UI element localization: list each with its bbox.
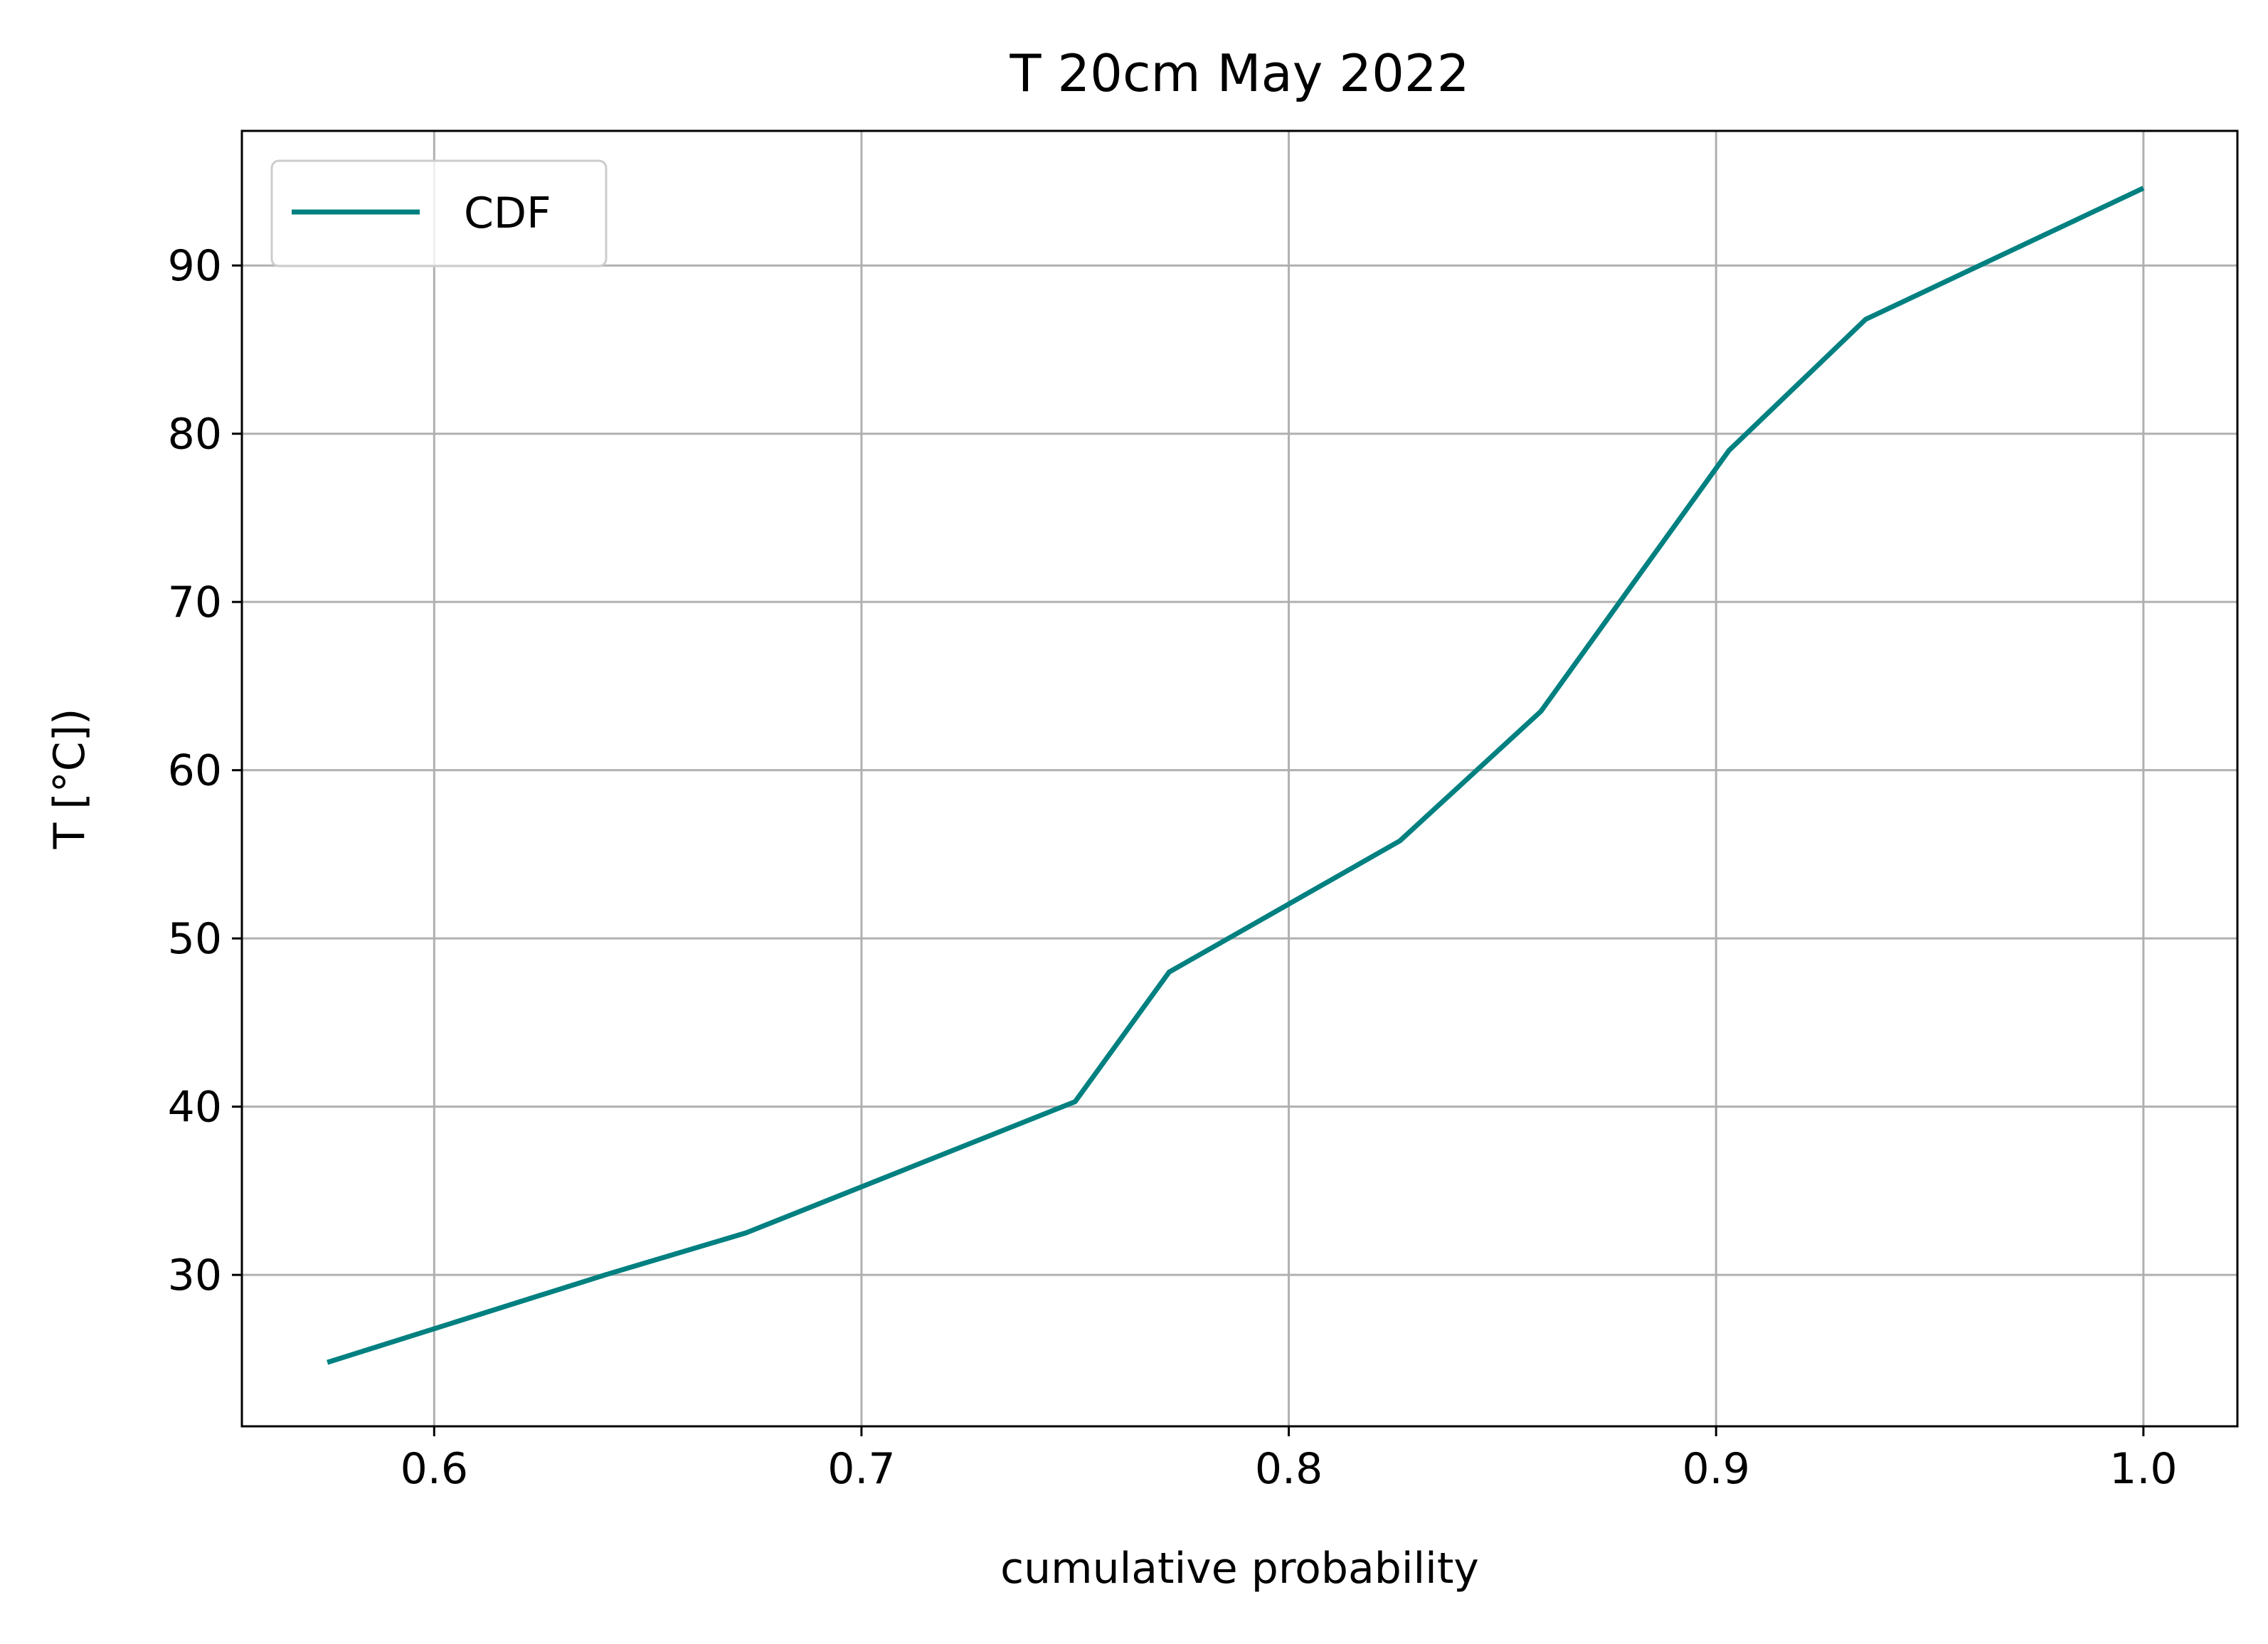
x-tick-label: 0.8	[1255, 1444, 1323, 1494]
x-tick-label: 0.9	[1683, 1444, 1750, 1494]
series-line-cdf	[327, 186, 2145, 1365]
y-tick-label: 80	[168, 410, 222, 460]
legend-label-cdf: CDF	[464, 189, 551, 238]
x-tick-label: 1.0	[2109, 1444, 2177, 1494]
x-axis-ticks: 0.6 0.7 0.8 0.9 1.0	[401, 1426, 2178, 1494]
chart-title: T 20cm May 2022	[1009, 43, 1469, 103]
legend: CDF	[270, 159, 608, 267]
y-tick-label: 90	[168, 241, 222, 291]
y-axis-label: T [°C])	[45, 709, 95, 850]
y-axis-ticks: 30 40 50 60 70 80 90	[168, 241, 242, 1300]
y-tick-label: 40	[168, 1083, 222, 1133]
x-tick-label: 0.6	[401, 1444, 468, 1494]
y-tick-label: 60	[168, 746, 222, 796]
axes-frame	[240, 129, 2239, 1428]
x-axis-label: cumulative probability	[1000, 1544, 1479, 1593]
y-tick-label: 70	[168, 578, 222, 627]
legend-box	[270, 159, 608, 267]
series-layer	[327, 186, 2145, 1365]
y-tick-label: 30	[168, 1251, 222, 1300]
grid-lines	[242, 131, 2237, 1426]
x-tick-label: 0.7	[827, 1444, 895, 1494]
y-tick-label: 50	[168, 914, 222, 964]
